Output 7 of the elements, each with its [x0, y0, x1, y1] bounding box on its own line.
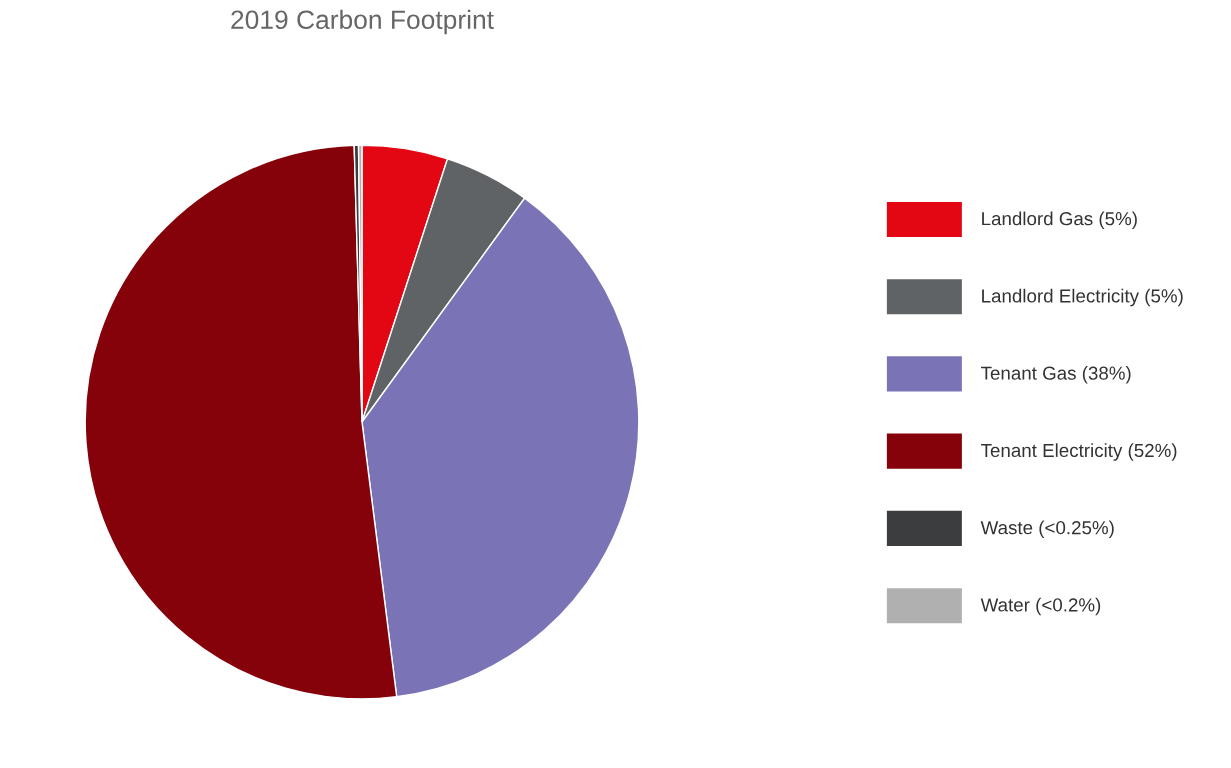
legend-label: Water (<0.2%): [980, 597, 1101, 616]
legend-label: Waste (<0.25%): [980, 520, 1114, 539]
legend-label: Tenant Electricity (52%): [981, 443, 1177, 461]
legend-label: Tenant Gas (38%): [981, 366, 1131, 384]
chart-title: 2019 Carbon Footprint: [231, 9, 494, 35]
legend-label: Landlord Electricity (5%): [982, 288, 1183, 307]
legend-label: Landlord Gas (5%): [982, 211, 1137, 230]
